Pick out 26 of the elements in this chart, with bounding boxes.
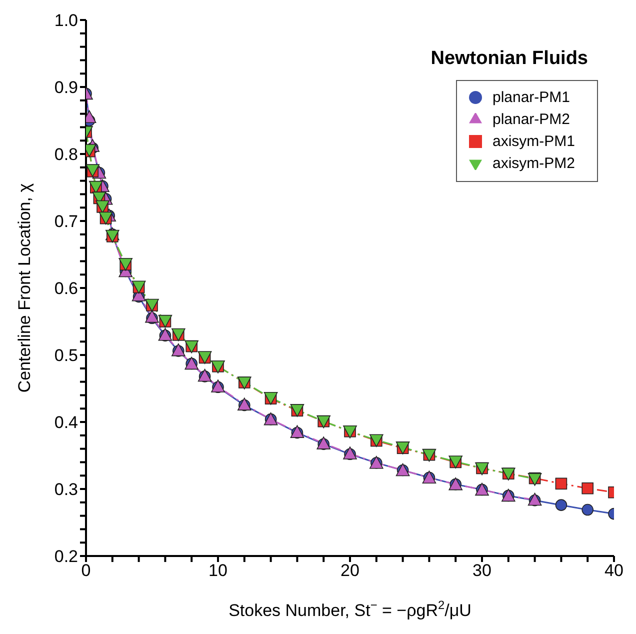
x-tick-label: 10 xyxy=(208,561,228,580)
legend-title: Newtonian Fluids xyxy=(430,48,588,70)
legend-label: axisym-PM1 xyxy=(492,133,575,150)
x-tick-label: 30 xyxy=(472,561,492,580)
y-tick-label: 0.4 xyxy=(54,413,78,432)
y-tick-label: 0.8 xyxy=(54,145,78,164)
y-tick-label: 0.2 xyxy=(54,547,78,566)
legend-label: planar-PM1 xyxy=(492,89,570,106)
y-tick-label: 0.5 xyxy=(54,346,78,366)
point xyxy=(582,504,594,516)
point xyxy=(582,482,594,494)
x-tick-label: 20 xyxy=(340,561,360,580)
x-tick-label: 40 xyxy=(604,561,624,580)
y-axis-title: Centerline Front Location, χ xyxy=(15,183,34,393)
y-tick-label: 0.3 xyxy=(54,480,78,500)
x-tick-label: 0 xyxy=(81,561,91,580)
point xyxy=(145,310,159,323)
point xyxy=(555,499,568,511)
y-tick-label: 0.7 xyxy=(54,212,78,232)
y-tick-label: 0.6 xyxy=(54,279,78,298)
point xyxy=(555,478,568,490)
legend-label: axisym-PM2 xyxy=(492,155,575,172)
y-tick-label: 0.9 xyxy=(54,78,78,98)
legend-label: planar-PM2 xyxy=(492,111,570,128)
x-axis-title: Stokes Number, St$^{−}$ = −ρgR$^{2}$/μU xyxy=(228,598,472,620)
y-tick-label: 1.0 xyxy=(54,11,78,30)
